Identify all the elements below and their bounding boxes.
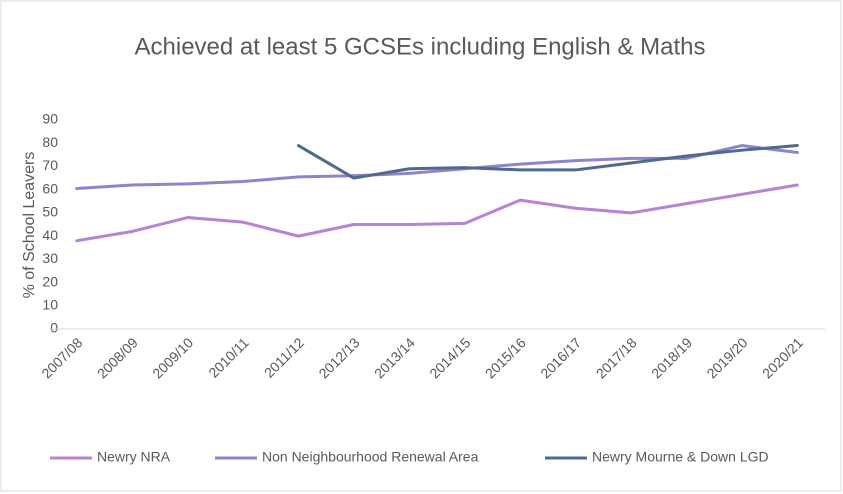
y-tick-label: 50	[42, 204, 58, 220]
series-line	[296, 144, 799, 180]
y-tick-label: 80	[42, 134, 58, 150]
y-tick-label: 60	[42, 180, 58, 196]
y-tick-label: 30	[42, 250, 58, 266]
y-tick-label: 20	[42, 273, 58, 289]
legend-label: Newry NRA	[97, 449, 171, 465]
y-tick-label: 70	[42, 157, 58, 173]
y-tick-label: 0	[50, 320, 58, 336]
y-axis-label: % of School Leavers	[21, 152, 38, 299]
y-tick-label: 40	[42, 227, 58, 243]
series-line	[75, 183, 799, 243]
legend-label: Non Neighbourhood Renewal Area	[262, 449, 479, 465]
chart-title: Achieved at least 5 GCSEs including Engl…	[135, 33, 706, 60]
y-tick-label: 10	[42, 296, 58, 312]
legend-label: Newry Mourne & Down LGD	[592, 449, 769, 465]
y-tick-label: 90	[42, 111, 58, 127]
